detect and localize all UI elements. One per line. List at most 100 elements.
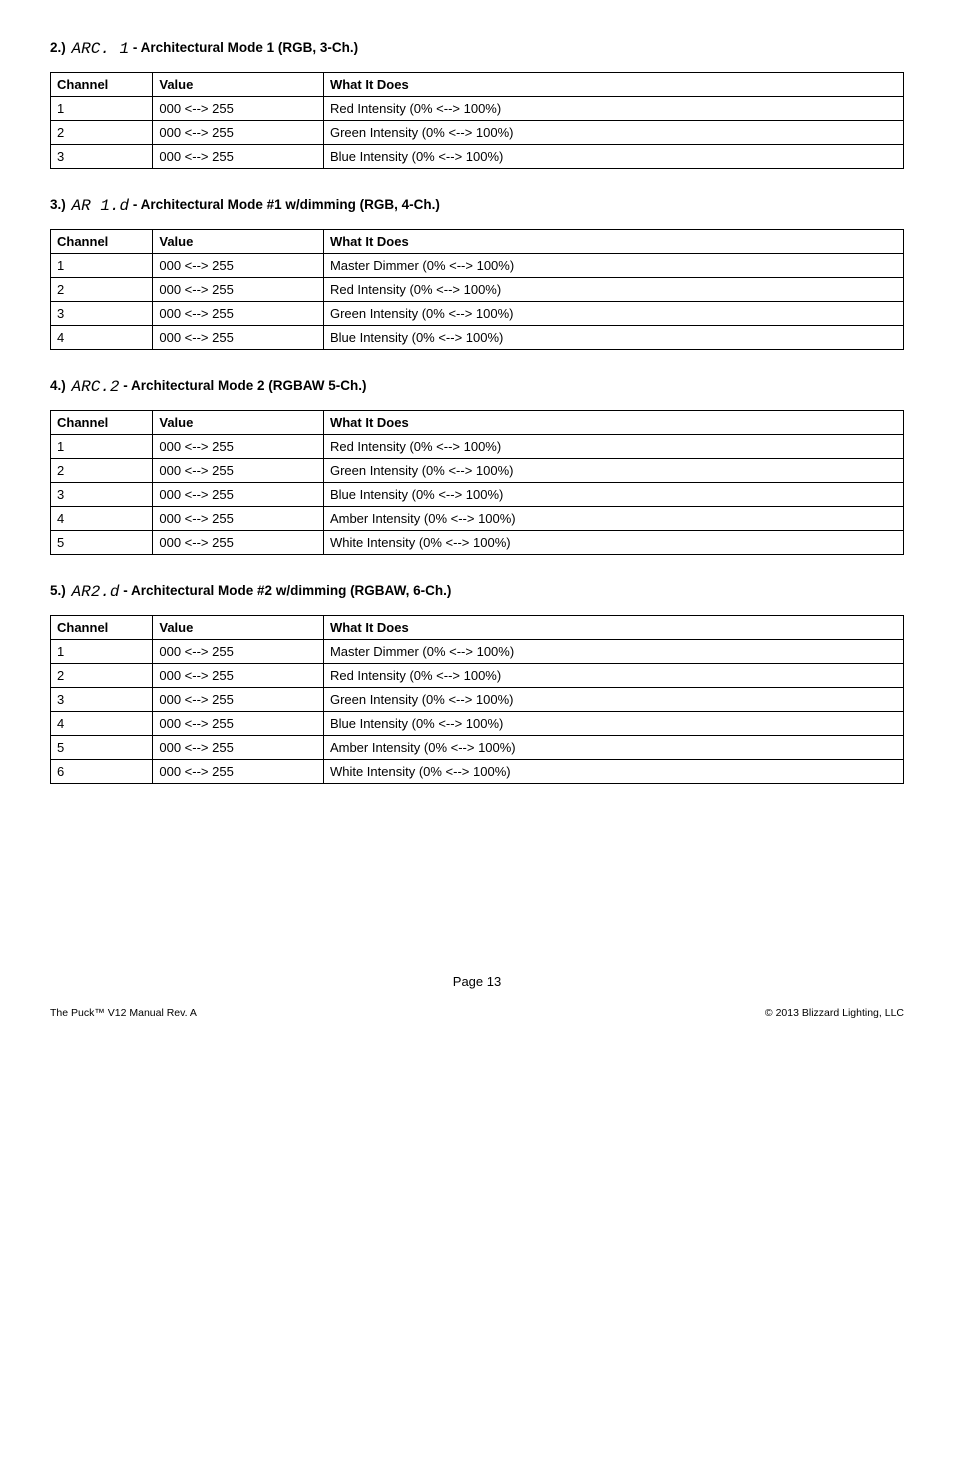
table-cell: 000 <--> 255 bbox=[153, 664, 324, 688]
table-row: 4000 <--> 255Blue Intensity (0% <--> 100… bbox=[51, 712, 904, 736]
table-cell: Green Intensity (0% <--> 100%) bbox=[323, 121, 903, 145]
table-cell: 6 bbox=[51, 760, 153, 784]
table-cell: White Intensity (0% <--> 100%) bbox=[323, 760, 903, 784]
table-cell: 2 bbox=[51, 121, 153, 145]
table-row: 4000 <--> 255Amber Intensity (0% <--> 10… bbox=[51, 507, 904, 531]
table-cell: 1 bbox=[51, 97, 153, 121]
footer-left: The Puck™ V12 Manual Rev. A bbox=[50, 1007, 197, 1019]
section-code: ARC. 1 bbox=[72, 40, 130, 58]
table-cell: Red Intensity (0% <--> 100%) bbox=[323, 664, 903, 688]
table-row: 1000 <--> 255Red Intensity (0% <--> 100%… bbox=[51, 97, 904, 121]
table-row: 2000 <--> 255Red Intensity (0% <--> 100%… bbox=[51, 278, 904, 302]
table-cell: Blue Intensity (0% <--> 100%) bbox=[323, 145, 903, 169]
table-cell: 4 bbox=[51, 712, 153, 736]
table-cell: Green Intensity (0% <--> 100%) bbox=[323, 688, 903, 712]
table-cell: 4 bbox=[51, 326, 153, 350]
table-row: 4000 <--> 255Blue Intensity (0% <--> 100… bbox=[51, 326, 904, 350]
section-number: 2.) bbox=[50, 40, 70, 55]
table-row: 1000 <--> 255Red Intensity (0% <--> 100%… bbox=[51, 435, 904, 459]
table-cell: 000 <--> 255 bbox=[153, 736, 324, 760]
table-cell: 000 <--> 255 bbox=[153, 302, 324, 326]
page-footer: Page 13 The Puck™ V12 Manual Rev. A © 20… bbox=[50, 974, 904, 1019]
mode-table: ChannelValueWhat It Does1000 <--> 255Red… bbox=[50, 410, 904, 555]
table-header: Value bbox=[153, 73, 324, 97]
section-number: 5.) bbox=[50, 583, 70, 598]
table-cell: 2 bbox=[51, 459, 153, 483]
section-code: AR2.d bbox=[72, 583, 120, 601]
table-row: 3000 <--> 255Green Intensity (0% <--> 10… bbox=[51, 302, 904, 326]
table-cell: 2 bbox=[51, 664, 153, 688]
mode-table: ChannelValueWhat It Does1000 <--> 255Mas… bbox=[50, 615, 904, 784]
section-subtitle: - Architectural Mode 1 (RGB, 3-Ch.) bbox=[129, 40, 358, 55]
footer-right: © 2013 Blizzard Lighting, LLC bbox=[765, 1007, 904, 1019]
table-cell: Blue Intensity (0% <--> 100%) bbox=[323, 483, 903, 507]
table-cell: Master Dimmer (0% <--> 100%) bbox=[323, 640, 903, 664]
table-cell: 000 <--> 255 bbox=[153, 507, 324, 531]
table-row: 2000 <--> 255Green Intensity (0% <--> 10… bbox=[51, 459, 904, 483]
table-row: 5000 <--> 255White Intensity (0% <--> 10… bbox=[51, 531, 904, 555]
table-row: 6000 <--> 255White Intensity (0% <--> 10… bbox=[51, 760, 904, 784]
section-title: 5.) AR2.d - Architectural Mode #2 w/dimm… bbox=[50, 583, 904, 601]
table-cell: 000 <--> 255 bbox=[153, 459, 324, 483]
table-cell: 000 <--> 255 bbox=[153, 435, 324, 459]
table-cell: Red Intensity (0% <--> 100%) bbox=[323, 97, 903, 121]
table-cell: 000 <--> 255 bbox=[153, 640, 324, 664]
table-row: 3000 <--> 255Blue Intensity (0% <--> 100… bbox=[51, 483, 904, 507]
table-cell: 1 bbox=[51, 640, 153, 664]
section-number: 4.) bbox=[50, 378, 70, 393]
table-header: Value bbox=[153, 616, 324, 640]
table-cell: Master Dimmer (0% <--> 100%) bbox=[323, 254, 903, 278]
table-header: Channel bbox=[51, 230, 153, 254]
table-cell: Blue Intensity (0% <--> 100%) bbox=[323, 326, 903, 350]
section-subtitle: - Architectural Mode #1 w/dimming (RGB, … bbox=[129, 197, 440, 212]
table-row: 2000 <--> 255Red Intensity (0% <--> 100%… bbox=[51, 664, 904, 688]
page-content: 2.) ARC. 1 - Architectural Mode 1 (RGB, … bbox=[50, 40, 904, 784]
mode-table: ChannelValueWhat It Does1000 <--> 255Mas… bbox=[50, 229, 904, 350]
table-cell: 000 <--> 255 bbox=[153, 145, 324, 169]
table-cell: 000 <--> 255 bbox=[153, 121, 324, 145]
table-cell: Red Intensity (0% <--> 100%) bbox=[323, 278, 903, 302]
table-header: What It Does bbox=[323, 616, 903, 640]
table-cell: 2 bbox=[51, 278, 153, 302]
table-cell: Green Intensity (0% <--> 100%) bbox=[323, 459, 903, 483]
table-header: What It Does bbox=[323, 411, 903, 435]
table-cell: 000 <--> 255 bbox=[153, 760, 324, 784]
table-cell: Red Intensity (0% <--> 100%) bbox=[323, 435, 903, 459]
table-row: 3000 <--> 255Blue Intensity (0% <--> 100… bbox=[51, 145, 904, 169]
table-cell: 000 <--> 255 bbox=[153, 688, 324, 712]
table-cell: 000 <--> 255 bbox=[153, 278, 324, 302]
table-header: What It Does bbox=[323, 73, 903, 97]
table-cell: 000 <--> 255 bbox=[153, 531, 324, 555]
table-cell: 3 bbox=[51, 688, 153, 712]
section-code: AR 1.d bbox=[72, 197, 130, 215]
table-header: Channel bbox=[51, 411, 153, 435]
section-subtitle: - Architectural Mode 2 (RGBAW 5-Ch.) bbox=[120, 378, 367, 393]
table-row: 5000 <--> 255Amber Intensity (0% <--> 10… bbox=[51, 736, 904, 760]
section-code: ARC.2 bbox=[72, 378, 120, 396]
table-cell: 5 bbox=[51, 531, 153, 555]
table-cell: 1 bbox=[51, 254, 153, 278]
table-header: What It Does bbox=[323, 230, 903, 254]
table-row: 2000 <--> 255Green Intensity (0% <--> 10… bbox=[51, 121, 904, 145]
table-cell: 1 bbox=[51, 435, 153, 459]
section-title: 4.) ARC.2 - Architectural Mode 2 (RGBAW … bbox=[50, 378, 904, 396]
table-cell: Green Intensity (0% <--> 100%) bbox=[323, 302, 903, 326]
table-cell: White Intensity (0% <--> 100%) bbox=[323, 531, 903, 555]
table-row: 3000 <--> 255Green Intensity (0% <--> 10… bbox=[51, 688, 904, 712]
table-cell: 000 <--> 255 bbox=[153, 326, 324, 350]
table-header: Value bbox=[153, 411, 324, 435]
table-header: Value bbox=[153, 230, 324, 254]
table-cell: Blue Intensity (0% <--> 100%) bbox=[323, 712, 903, 736]
table-row: 1000 <--> 255Master Dimmer (0% <--> 100%… bbox=[51, 254, 904, 278]
table-cell: 3 bbox=[51, 483, 153, 507]
section-number: 3.) bbox=[50, 197, 70, 212]
table-cell: 000 <--> 255 bbox=[153, 712, 324, 736]
table-cell: 000 <--> 255 bbox=[153, 97, 324, 121]
section-title: 3.) AR 1.d - Architectural Mode #1 w/dim… bbox=[50, 197, 904, 215]
table-cell: 5 bbox=[51, 736, 153, 760]
table-cell: 3 bbox=[51, 302, 153, 326]
table-cell: 3 bbox=[51, 145, 153, 169]
table-cell: 4 bbox=[51, 507, 153, 531]
mode-table: ChannelValueWhat It Does1000 <--> 255Red… bbox=[50, 72, 904, 169]
table-cell: Amber Intensity (0% <--> 100%) bbox=[323, 736, 903, 760]
